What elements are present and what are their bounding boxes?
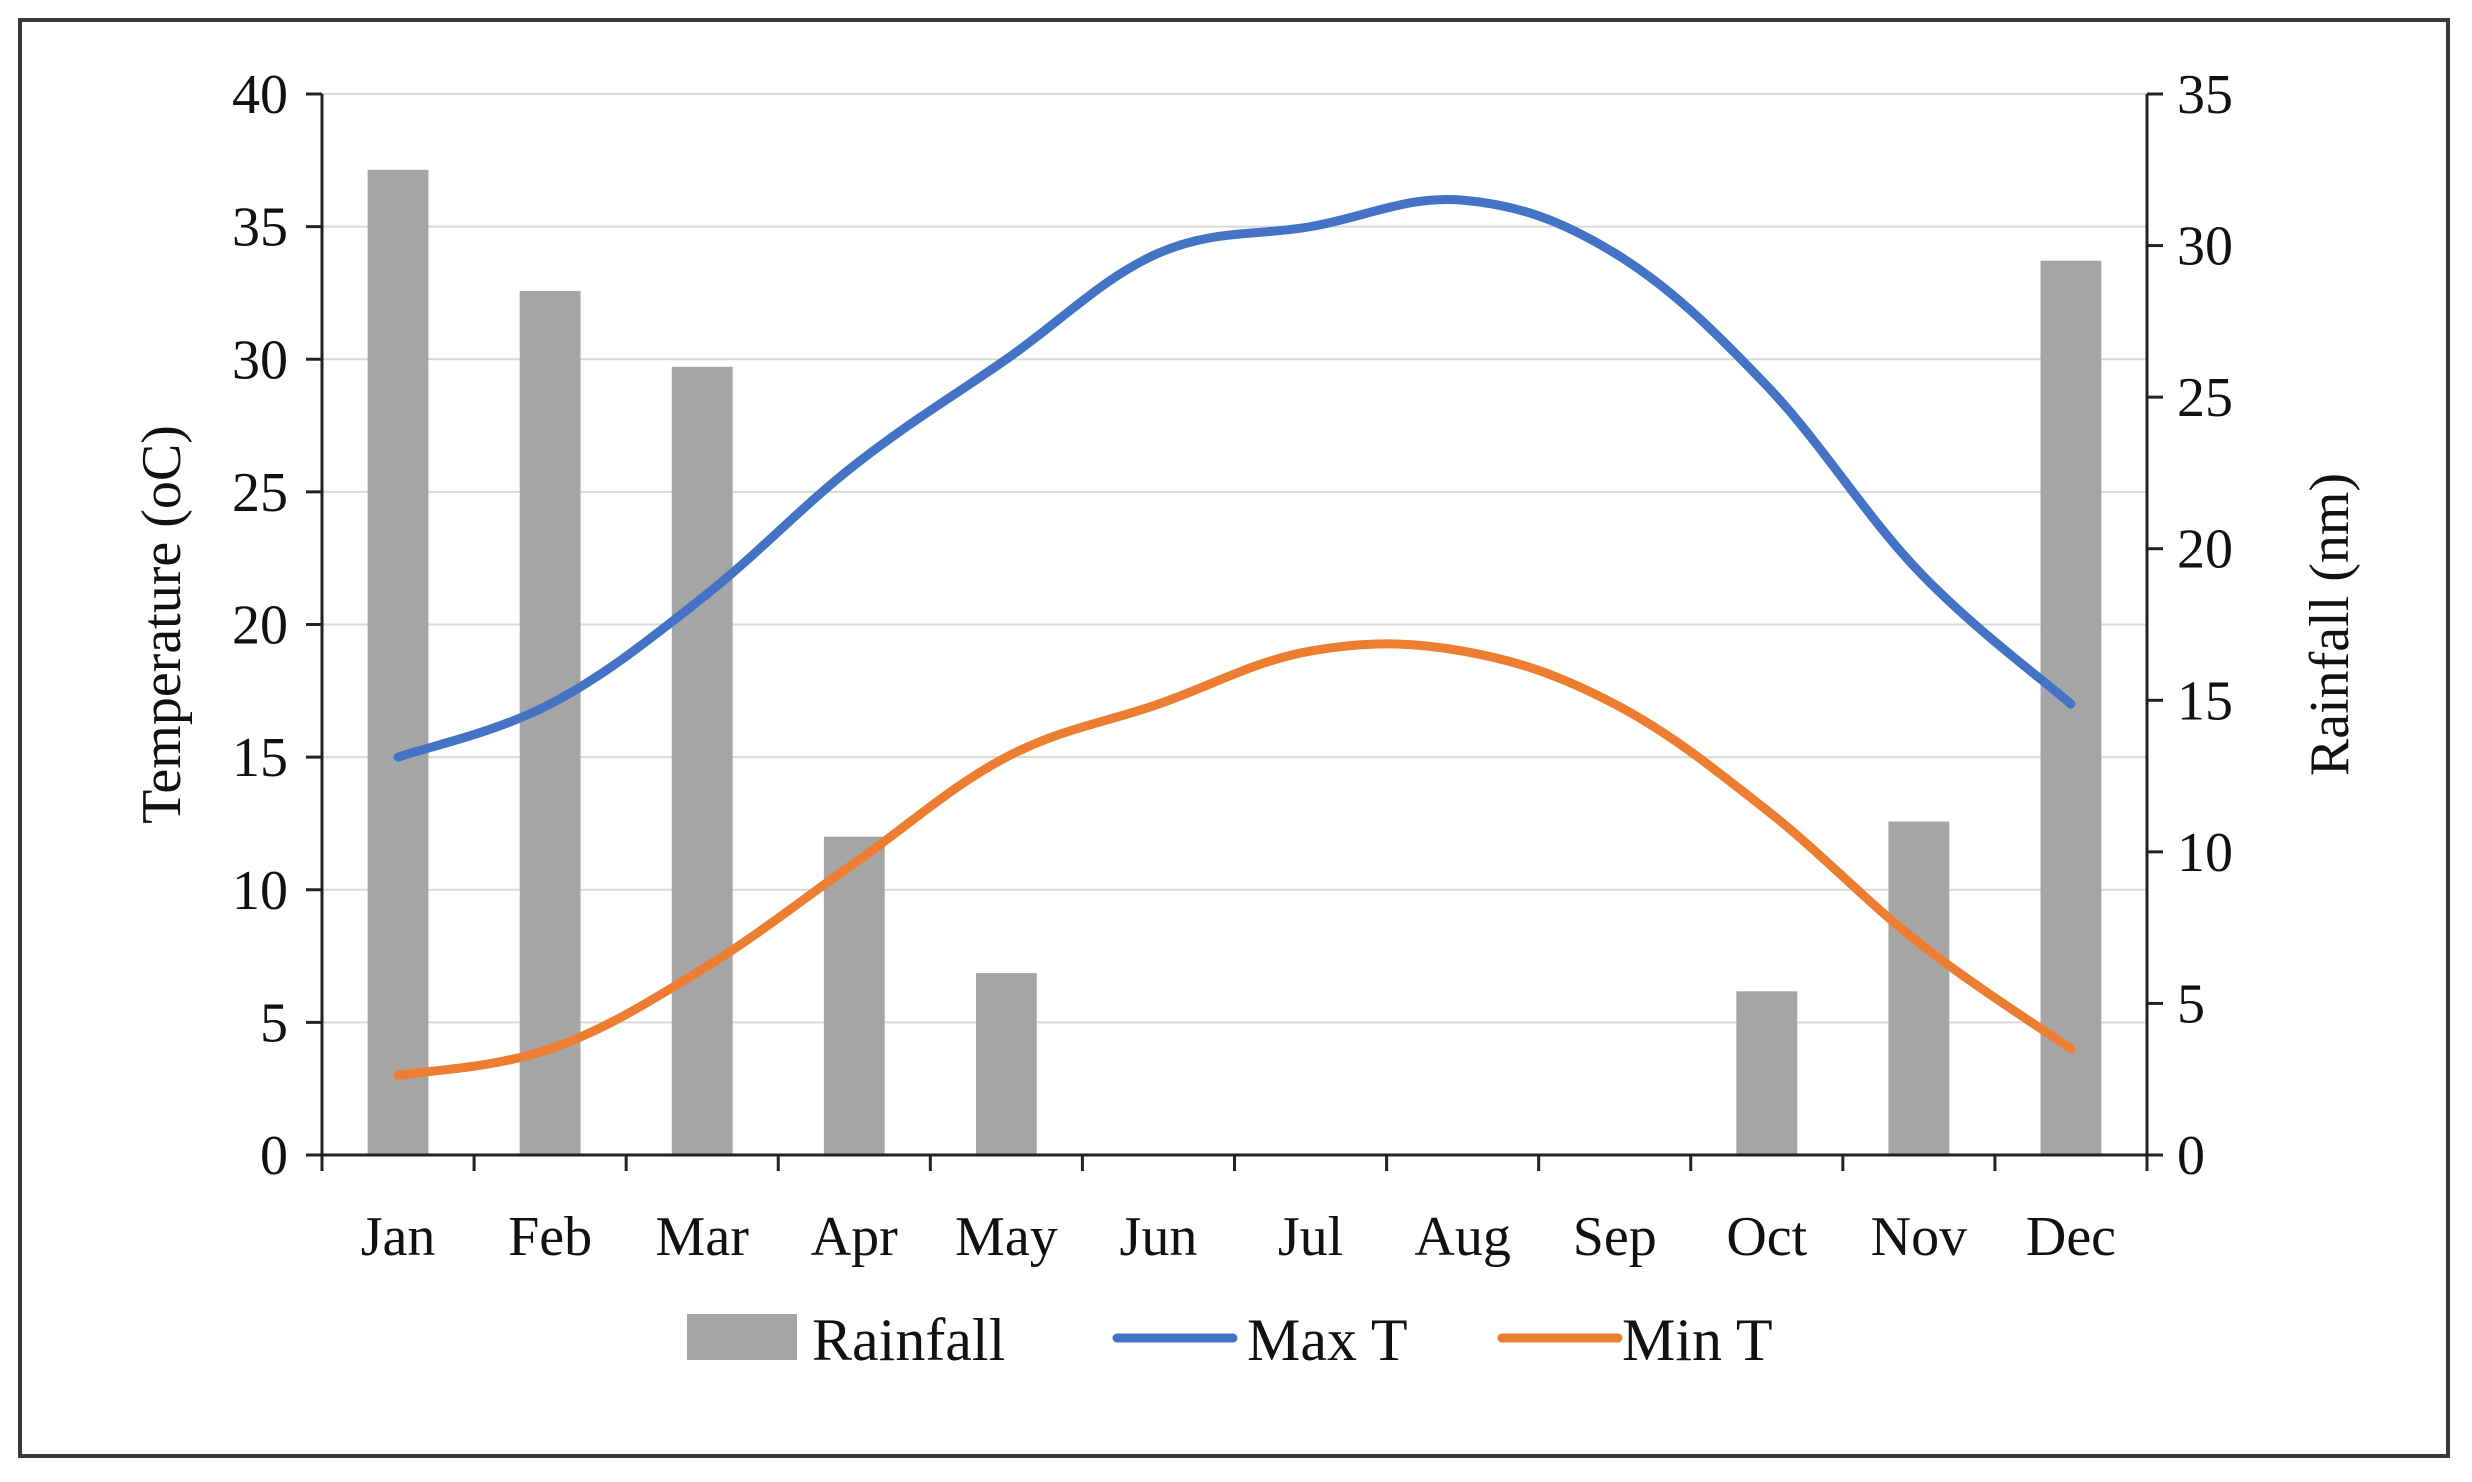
legend-label-rainfall: Rainfall	[812, 1307, 1005, 1373]
left-tick-label-25: 25	[232, 462, 288, 524]
left-tick-label-10: 10	[232, 860, 288, 922]
x-tick-label-nov: Nov	[1871, 1206, 1967, 1268]
legend-label-max-t: Max T	[1247, 1307, 1408, 1373]
right-tick-label-30: 30	[2177, 216, 2233, 278]
x-tick-label-aug: Aug	[1414, 1206, 1510, 1268]
left-tick-label-30: 30	[232, 329, 288, 391]
right-tick-label-25: 25	[2177, 367, 2233, 429]
rainfall-bar-jan	[367, 169, 429, 1156]
max-t-line	[393, 194, 2076, 762]
right-tick-label-15: 15	[2177, 670, 2233, 732]
left-tick-label-40: 40	[232, 64, 288, 126]
rainfall-bar-feb	[519, 291, 581, 1155]
x-tick-label-jun: Jun	[1120, 1206, 1198, 1268]
x-tick-label-may: May	[955, 1206, 1058, 1268]
rainfall-bar-apr	[823, 836, 885, 1155]
chart-canvas: 0 5 10 15 20 25 30 35 40 0 5 10 15 20 25 30 35 Jan Feb Mar A…	[131, 64, 2361, 1373]
x-tick-label-apr: Apr	[811, 1206, 898, 1268]
x-tick-label-sep: Sep	[1573, 1206, 1657, 1268]
rainfall-bars	[367, 169, 2102, 1156]
x-tick-label-feb: Feb	[508, 1206, 592, 1268]
right-tick-label-0: 0	[2177, 1125, 2205, 1187]
legend-item-min-t: Min T	[1497, 1307, 1773, 1373]
legend: Rainfall Max T Min T	[687, 1307, 1773, 1373]
left-tick-label-5: 5	[260, 992, 288, 1054]
rainfall-bar-may	[975, 973, 1037, 1155]
chart-frame: 0 5 10 15 20 25 30 35 40 0 5 10 15 20 25 30 35 Jan Feb Mar A…	[18, 18, 2450, 1458]
x-tick-label-dec: Dec	[2026, 1206, 2116, 1268]
left-axis-title: Temperature (oC)	[131, 425, 193, 824]
tick-labels: 0 5 10 15 20 25 30 35 40 0 5 10 15 20 25 30 35 Jan Feb Mar A…	[131, 64, 2361, 1268]
right-axis-title: Rainfall (nm)	[2299, 473, 2361, 776]
right-tick-label-5: 5	[2177, 973, 2205, 1035]
legend-item-max-t: Max T	[1112, 1307, 1408, 1373]
left-tick-label-35: 35	[232, 197, 288, 259]
gridlines	[322, 93, 2147, 1024]
rainfall-bar-nov	[1888, 821, 1950, 1155]
x-tick-label-jul: Jul	[1278, 1206, 1343, 1268]
x-tick-label-jan: Jan	[361, 1206, 436, 1268]
rainfall-bar-mar	[671, 366, 733, 1155]
legend-swatch-rainfall	[687, 1314, 797, 1360]
right-tick-label-35: 35	[2177, 64, 2233, 126]
right-tick-label-10: 10	[2177, 822, 2233, 884]
right-tick-label-20: 20	[2177, 519, 2233, 581]
axes	[306, 92, 2163, 1171]
x-tick-label-oct: Oct	[1726, 1206, 1807, 1268]
left-tick-label-0: 0	[260, 1125, 288, 1187]
legend-item-rainfall: Rainfall	[687, 1307, 1005, 1373]
left-tick-label-15: 15	[232, 727, 288, 789]
rainfall-bar-oct	[1736, 991, 1798, 1155]
left-tick-label-20: 20	[232, 595, 288, 657]
min-t-line	[393, 639, 2076, 1080]
temperature-lines	[393, 194, 2076, 1080]
legend-label-min-t: Min T	[1622, 1307, 1773, 1373]
x-tick-label-mar: Mar	[656, 1206, 750, 1268]
